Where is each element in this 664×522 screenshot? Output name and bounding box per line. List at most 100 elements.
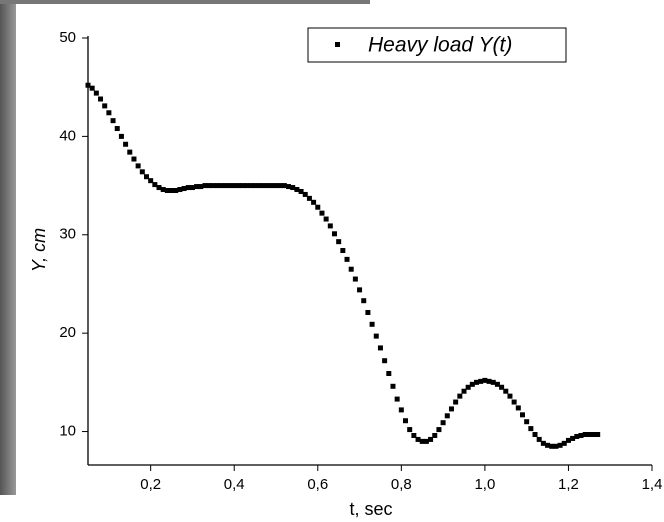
data-point [98, 96, 104, 102]
x-tick-label: 1,4 [642, 476, 663, 493]
data-point [252, 183, 258, 189]
legend-marker [335, 42, 340, 47]
data-point [549, 443, 555, 449]
data-point [311, 199, 317, 205]
data-point [290, 185, 296, 191]
data-point [315, 204, 321, 210]
data-point [244, 183, 250, 189]
data-point [478, 378, 484, 384]
data-point [461, 388, 467, 394]
data-point [365, 310, 371, 315]
data-point [202, 183, 208, 189]
data-point [545, 442, 551, 448]
y-tick-label: 30 [59, 226, 76, 243]
legend-label: Heavy load Y(t) [368, 34, 512, 57]
data-point [93, 90, 99, 96]
data-point [398, 407, 404, 413]
data-point [189, 185, 195, 191]
data-point [565, 437, 571, 443]
y-tick-label: 40 [59, 127, 76, 144]
data-point [256, 183, 262, 189]
data-point [269, 183, 275, 189]
data-point [281, 183, 287, 189]
data-point [390, 383, 396, 389]
data-point [273, 183, 279, 189]
legend-box [307, 27, 567, 63]
data-point [240, 183, 246, 189]
data-point [557, 442, 563, 448]
x-tick-label: 1,2 [558, 476, 579, 493]
data-point [423, 438, 429, 444]
data-point [532, 432, 538, 437]
x-tick-label: 0,4 [224, 476, 245, 493]
data-point [181, 186, 187, 192]
data-point [123, 141, 129, 147]
data-point [536, 436, 542, 442]
data-point [114, 126, 120, 132]
data-point [540, 440, 546, 446]
data-point [219, 183, 225, 189]
y-tick-label: 50 [59, 29, 76, 46]
data-point [185, 185, 191, 191]
data-point [357, 287, 363, 293]
data-point [511, 399, 517, 405]
data-point [89, 85, 95, 91]
data-point [336, 239, 342, 245]
data-point [411, 432, 417, 438]
data-point [586, 432, 592, 437]
data-point [231, 183, 237, 189]
data-point [377, 345, 383, 351]
data-point [553, 443, 559, 449]
data-point [486, 378, 492, 384]
data-point [344, 256, 350, 262]
data-point [490, 379, 496, 385]
data-point [286, 184, 292, 190]
data-point [118, 133, 124, 139]
data-point [177, 187, 183, 193]
data-point [169, 188, 175, 193]
data-point [469, 381, 475, 387]
data-point [152, 182, 158, 188]
data-point [519, 412, 525, 418]
data-point [373, 333, 379, 339]
data-point [148, 178, 154, 184]
x-tick-label: 0,6 [307, 476, 328, 493]
data-point [482, 377, 488, 383]
data-point [444, 413, 450, 419]
data-point [227, 183, 233, 189]
data-point [160, 187, 166, 193]
data-point [499, 384, 505, 390]
data-point [528, 426, 534, 432]
data-point [277, 183, 283, 189]
x-axis-label: t, sec [349, 499, 392, 519]
data-point [419, 438, 425, 444]
x-tick-label: 0,8 [391, 476, 412, 493]
data-point [85, 82, 91, 88]
data-point [432, 432, 438, 438]
data-point [394, 396, 400, 402]
data-point [194, 184, 200, 190]
data-point [327, 223, 333, 229]
data-point [248, 183, 254, 189]
data-point [591, 432, 597, 437]
data-point [386, 371, 392, 376]
data-point [210, 183, 216, 189]
data-point [415, 436, 421, 442]
data-point [515, 405, 521, 411]
data-point [382, 358, 388, 364]
data-point [457, 393, 463, 399]
data-point [198, 184, 204, 190]
data-point [139, 169, 145, 175]
data-point [448, 406, 454, 412]
data-point [110, 118, 116, 124]
data-point [503, 388, 509, 394]
data-point [507, 393, 513, 399]
data-point [578, 432, 584, 438]
data-point [306, 195, 312, 201]
y-tick-label: 20 [59, 324, 76, 341]
data-point [102, 103, 108, 109]
data-point [570, 435, 576, 441]
data-point [215, 183, 221, 189]
